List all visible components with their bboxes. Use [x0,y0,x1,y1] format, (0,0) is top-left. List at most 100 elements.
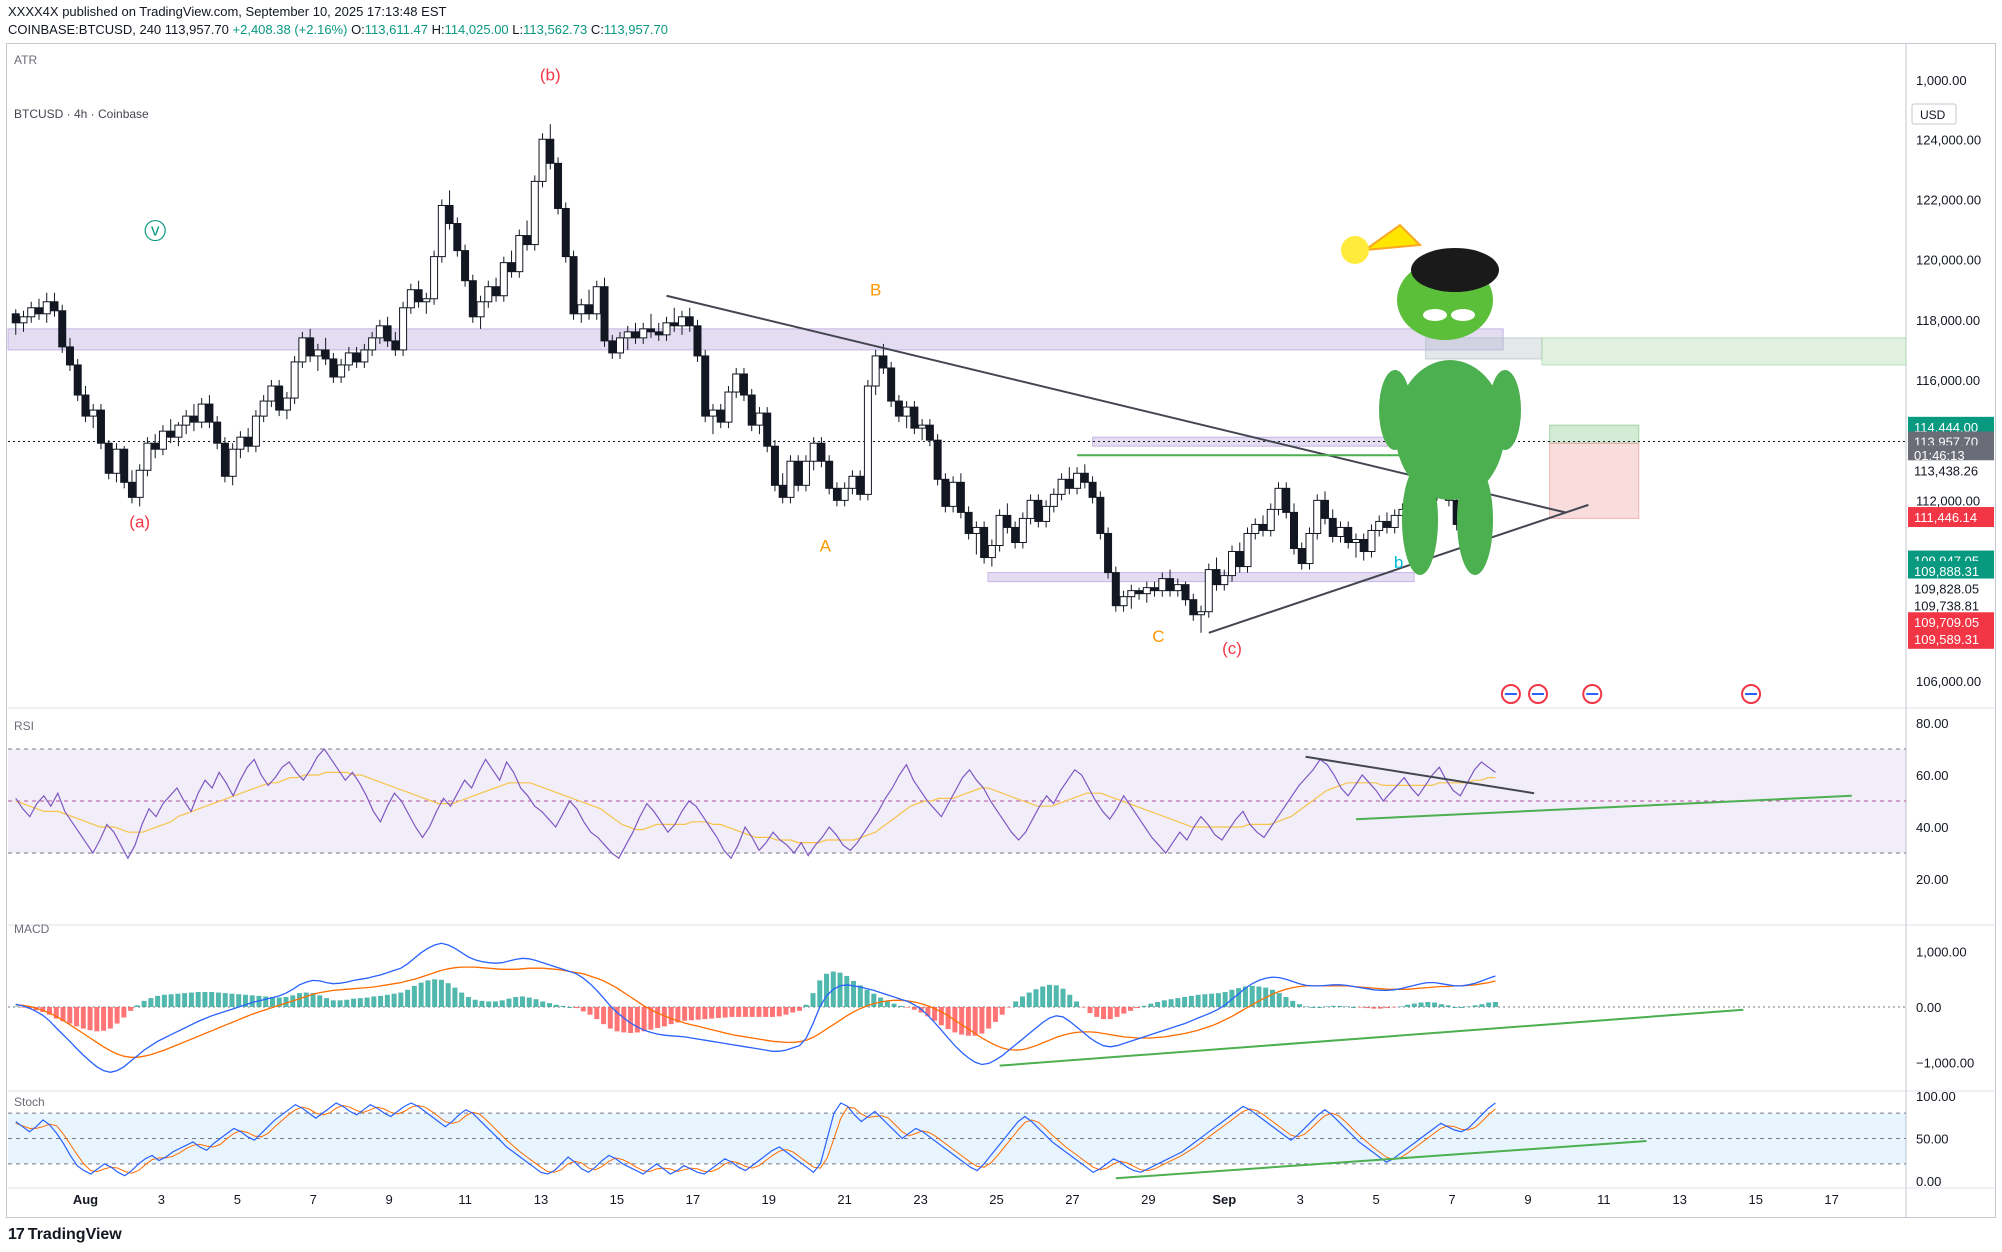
candle-body [375,325,384,339]
macd-histogram-bar [330,1000,336,1007]
macd-histogram-bar [1472,1005,1478,1007]
osc-tick-label: 80.00 [1916,716,1949,731]
open-label: O: [351,22,365,37]
candle-body [801,460,810,486]
candle-body [453,223,462,252]
candle-body [1313,499,1322,534]
macd-histogram-bar [107,1006,113,1029]
candle-layer [11,124,1500,633]
macd-histogram-bar [756,1006,762,1017]
candle-body [422,298,431,303]
macd-histogram-bar [141,1000,147,1007]
candle-body [879,355,888,369]
candle-body [925,424,934,441]
candle-body [406,289,415,309]
macd-histogram-bar [188,992,194,1007]
macd-histogram-bar [695,1006,701,1020]
candle-body [259,400,268,417]
candle-body [747,394,756,426]
rsi-line [15,748,1496,860]
macd-histogram-bar [1161,1000,1167,1007]
macd-histogram-bar [763,1006,769,1017]
candle-body [182,415,191,426]
candle-body [631,331,640,339]
macd-histogram-bar [965,1006,971,1036]
atr-pane-label: ATR [14,53,37,67]
low-label: L: [512,22,524,37]
macd-histogram-bar [371,996,377,1007]
macd-histogram-bar [182,993,188,1007]
macd-histogram-bar [425,980,431,1007]
macd-histogram-bar [533,999,539,1007]
macd-histogram-bar [641,1006,647,1032]
candle-body [275,385,284,411]
candle-body [1367,529,1376,553]
macd-histogram-bar [1337,1005,1343,1007]
time-tick-label: 13 [534,1192,548,1207]
macd-histogram-bar [1378,1006,1384,1009]
time-tick-label: Aug [73,1192,98,1207]
tradingview-logo[interactable]: 17 TradingView [8,1226,122,1244]
mascot-illustration [1341,223,1521,575]
candle-body [1189,599,1198,616]
macd-histogram-bar [938,1006,944,1026]
candle-body [65,346,74,366]
price-label: 113,438.26 [1914,463,1978,478]
candle-body [205,403,214,423]
macd-histogram-bar [824,973,830,1007]
price-tick-label: 118,000.00 [1916,313,1980,328]
price-zone [7,328,1504,351]
macd-histogram-bar [1195,994,1201,1007]
price-label: 111,446.14 [1914,510,1977,525]
candle-body [755,412,764,426]
rsi-divergence-line [1305,755,1535,795]
wave-label-layer: (a)(b)(c)vABCbc [129,66,1508,658]
candle-body [244,436,253,447]
macd-histogram-bar [1114,1006,1120,1017]
macd-histogram-bar [80,1006,86,1029]
candle-body [1011,526,1020,543]
macd-histogram-bar [540,1001,546,1007]
time-tick-label: 9 [386,1192,393,1207]
price-label-bg [1908,507,1994,528]
candle-body [848,475,857,489]
candle-body [724,391,733,423]
macd-histogram-bar [1432,1002,1438,1007]
macd-histogram-bar [506,998,512,1007]
candle-body [135,469,144,498]
candle-body [538,138,547,182]
macd-histogram-bar [621,1006,627,1033]
macd-histogram-bar [547,1003,553,1007]
candle-body [941,478,950,507]
macd-histogram-bar [222,993,228,1007]
macd-histogram-bar [783,1006,789,1015]
macd-histogram-bar [972,1006,978,1036]
macd-histogram-bar [1188,995,1194,1007]
macd-histogram-bar [1242,986,1248,1007]
candle-body [337,364,346,378]
symbol-name[interactable]: COINBASE:BTCUSD, 240 [8,22,162,37]
macd-histogram-bar [297,993,303,1007]
candle-body [42,301,51,315]
price-change: +2,408.38 (+2.16%) [232,22,348,37]
macd-histogram-bar [1344,1006,1350,1007]
rsi-pane: RSI 80.00 60.00 40.00 20.00 [8,716,1949,887]
wave-label: (a) [129,512,150,531]
candle-body [778,484,787,498]
candle-body [732,373,741,393]
macd-histogram-bar [992,1006,998,1022]
macd-histogram-bar [810,993,816,1007]
macd-histogram-bar [1357,1006,1363,1008]
candle-body [1197,611,1206,616]
macd-histogram-bar [587,1006,593,1015]
price-label: 109,738.81 [1914,599,1979,614]
candle-body [902,406,911,417]
price-label-bg [1908,628,1994,649]
candle-body [213,421,222,444]
candle-body [50,301,59,312]
candle-body [251,415,260,447]
macd-histogram-bar [634,1006,640,1033]
high-value: 114,025.00 [444,22,509,37]
rsi-ma-line [15,771,1496,844]
